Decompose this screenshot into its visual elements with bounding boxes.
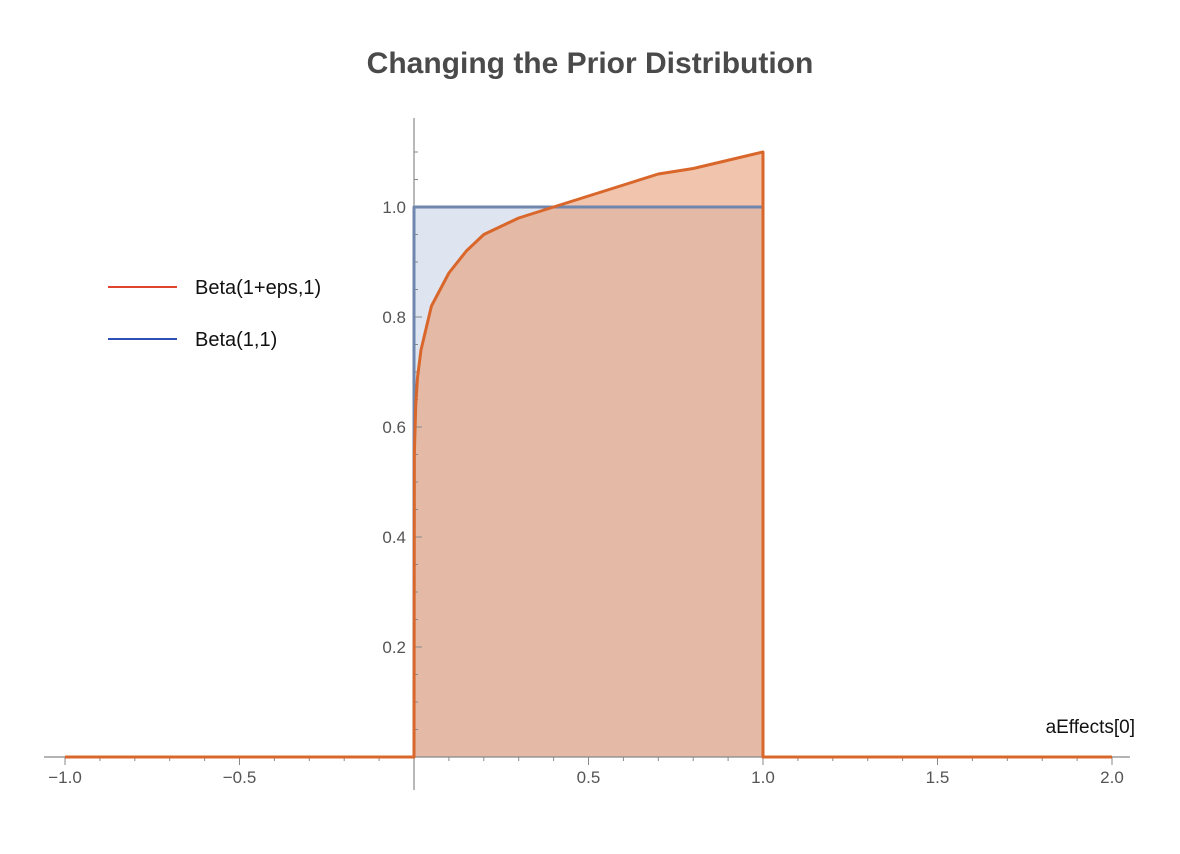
y-tick-label: 0.4 (382, 528, 406, 547)
y-tick-label: 0.6 (382, 418, 406, 437)
legend-label: Beta(1,1) (195, 329, 277, 351)
x-axis-title: aEffects[0] (1046, 717, 1135, 738)
x-tick-label: 1.5 (926, 768, 950, 787)
x-tick-label: 2.0 (1100, 768, 1124, 787)
legend-label: Beta(1+eps,1) (195, 277, 321, 299)
chart-title: Changing the Prior Distribution (367, 47, 814, 80)
x-tick-label: −1.0 (48, 768, 82, 787)
y-tick-label: 0.8 (382, 308, 406, 327)
series-areas (65, 152, 1112, 757)
x-tick-label: −0.5 (223, 768, 257, 787)
x-tick-label: 1.0 (751, 768, 775, 787)
y-tick-label: 1.0 (382, 198, 406, 217)
y-tick-label: 0.2 (382, 638, 406, 657)
series-area-beta-1-eps-1 (65, 152, 1112, 757)
series-line-beta-1-eps-1 (65, 150, 1112, 759)
series-lines (65, 150, 1112, 759)
x-tick-label: 0.5 (577, 768, 601, 787)
legend: Beta(1+eps,1) Beta(1,1) (108, 277, 321, 351)
